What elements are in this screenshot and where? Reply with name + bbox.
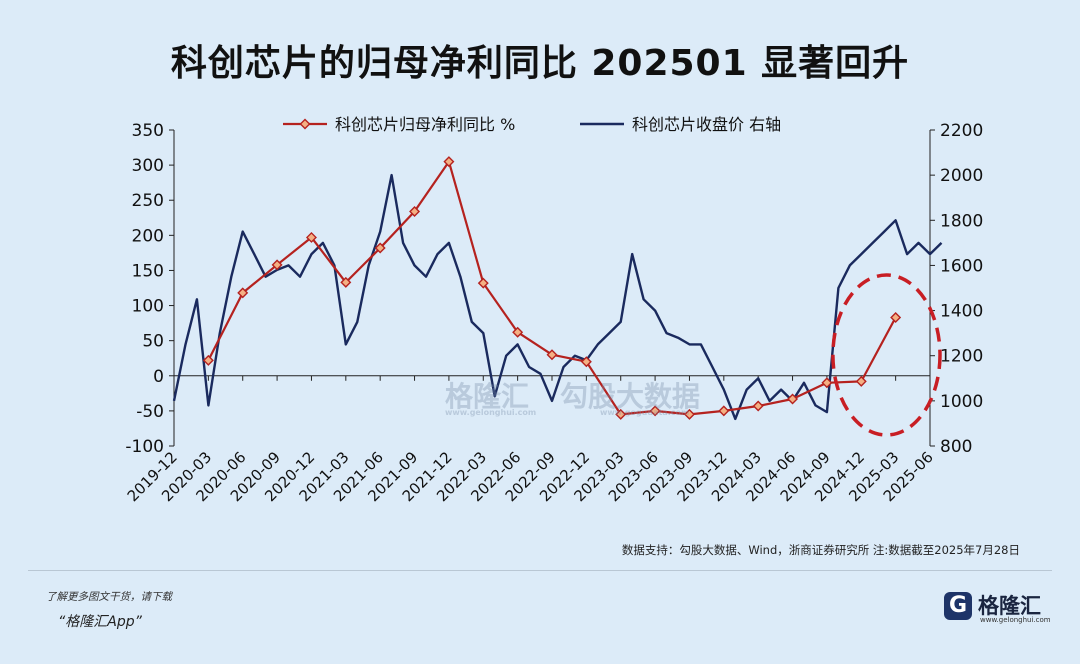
profit-yoy-marker <box>271 259 283 271</box>
profit-yoy-marker <box>683 408 695 420</box>
left-tick-label: 350 <box>132 121 164 141</box>
page-title: 科创芯片的归母净利同比 202501 显著回升 <box>170 43 910 84</box>
right-tick-label: 2000 <box>940 166 983 186</box>
footer-divider <box>28 570 1052 571</box>
promo-line2: “格隆汇App” <box>58 614 142 630</box>
profit-yoy-marker <box>890 312 902 323</box>
chart: -100 -50 0 50 100 150 200 250 300 350 800 1000 1200 1… <box>124 115 983 505</box>
profit-yoy-marker <box>752 400 764 412</box>
promo-line1: 了解更多图文干货，请下载 <box>46 591 172 603</box>
profit-yoy-marker <box>409 205 421 217</box>
profit-yoy-marker <box>202 354 214 366</box>
brand-url: www.gelonghui.com <box>980 616 1051 624</box>
right-tick-label: 1400 <box>940 302 983 322</box>
profit-yoy-marker <box>615 408 627 420</box>
left-tick-label: 200 <box>132 226 164 246</box>
profit-yoy-marker <box>718 405 730 417</box>
left-tick-label: 250 <box>132 191 164 211</box>
right-tick-label: 1000 <box>940 392 983 412</box>
profit-yoy-marker <box>443 156 455 168</box>
profit-yoy-marker <box>305 231 317 243</box>
watermark-brand-url: www.gelonghui.com <box>445 408 537 417</box>
left-tick-label: 150 <box>132 261 164 281</box>
profit-yoy-marker <box>546 349 558 361</box>
left-tick-label: -100 <box>125 437 164 457</box>
right-tick-label: 800 <box>940 437 972 457</box>
profit-yoy-marker <box>340 276 352 288</box>
profit-yoy-marker <box>477 277 489 289</box>
watermark-brand: 格隆汇 <box>445 380 530 413</box>
right-tick-label: 2200 <box>940 121 983 141</box>
left-tick-label: 100 <box>132 297 164 317</box>
brand-logo-icon: G <box>944 592 972 620</box>
series-close-price-line <box>172 173 943 421</box>
left-tick-label: 50 <box>142 332 164 352</box>
legend-profit-marker <box>299 118 311 130</box>
profit-yoy-marker <box>512 326 524 338</box>
profit-yoy-marker <box>787 393 799 405</box>
right-tick-label: 1800 <box>940 211 983 231</box>
watermark-partner: 勾股大数据 <box>560 380 701 413</box>
profit-yoy-marker <box>237 287 249 299</box>
source-note: 数据支持：勾股大数据、Wind，浙商证券研究所 注:数据截至2025年7月28日 <box>621 543 1020 557</box>
legend-profit-label: 科创芯片归母净利同比 % <box>335 115 515 134</box>
profit-yoy-marker <box>649 405 661 417</box>
left-tick-label: -50 <box>136 402 164 422</box>
profit-yoy-marker <box>855 375 867 387</box>
profit-yoy-marker <box>821 377 833 389</box>
footer-brand: G 格隆汇 www.gelonghui.com <box>944 590 1054 626</box>
watermark-partner-url: www.gogudata.com <box>600 408 690 417</box>
left-tick-label: 0 <box>153 367 164 387</box>
left-tick-label: 300 <box>132 156 164 176</box>
right-tick-label: 1200 <box>940 347 983 367</box>
profit-yoy-marker <box>374 242 386 254</box>
legend-price-label: 科创芯片收盘价 右轴 <box>632 115 781 134</box>
brand-name: 格隆汇 <box>978 594 1041 618</box>
right-tick-label: 1600 <box>940 256 983 276</box>
profit-yoy-marker <box>580 356 592 368</box>
highlight-ellipse <box>831 273 942 437</box>
